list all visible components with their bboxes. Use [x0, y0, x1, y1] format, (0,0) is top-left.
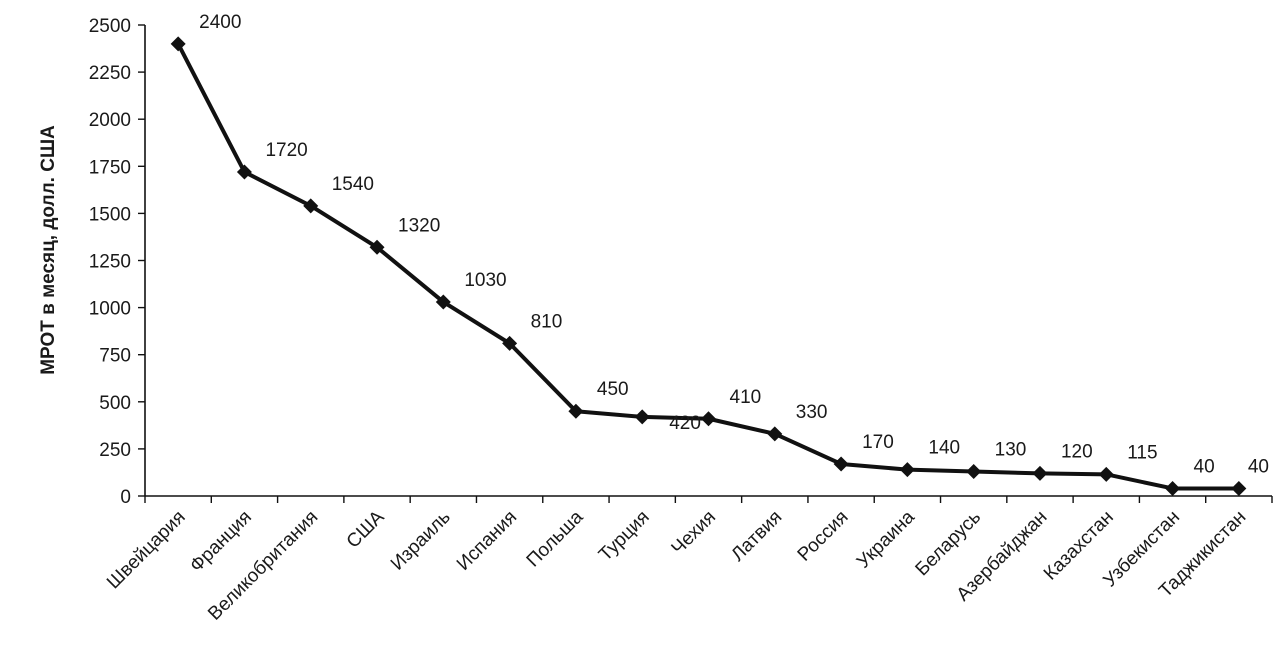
- data-point: [236, 164, 252, 180]
- x-tick-label: Украина: [853, 506, 919, 572]
- data-point: [899, 462, 915, 478]
- x-tick-label: США: [343, 506, 389, 552]
- x-tick-label: Чехия: [668, 507, 720, 559]
- data-point: [833, 456, 849, 472]
- data-point: [170, 36, 186, 52]
- y-tick-label: 1750: [89, 157, 131, 178]
- data-point: [303, 198, 319, 214]
- data-label: 170: [862, 432, 894, 453]
- data-point: [634, 409, 650, 425]
- data-point: [701, 411, 716, 427]
- x-tick-label: Польша: [523, 506, 588, 571]
- x-tick-label: Франция: [186, 507, 256, 577]
- y-axis-ticks: 0 250 500 750 1000 1250 1500 1750 2000 2250 2500: [89, 16, 145, 508]
- data-markers: [170, 36, 1247, 496]
- data-label: 1720: [265, 140, 307, 161]
- y-tick-label: 1000: [89, 299, 131, 320]
- y-tick-label: 750: [99, 346, 131, 367]
- data-label: 40: [1194, 456, 1215, 477]
- data-label: 1320: [398, 215, 440, 236]
- y-tick-label: 2500: [89, 16, 131, 37]
- y-tick-label: 500: [99, 393, 131, 414]
- data-point: [435, 294, 451, 310]
- data-label: 810: [531, 311, 563, 332]
- data-label: 1540: [332, 174, 374, 195]
- y-tick-label: 250: [99, 440, 131, 461]
- y-tick-label: 2250: [89, 63, 131, 84]
- data-point: [502, 335, 518, 351]
- x-tick-label: Испания: [453, 507, 521, 575]
- y-tick-label: 1250: [89, 252, 131, 273]
- data-label: 115: [1127, 442, 1157, 463]
- data-label: 40: [1248, 456, 1269, 477]
- data-point: [1165, 480, 1181, 496]
- y-tick-label: 2000: [89, 110, 131, 131]
- data-point: [568, 403, 584, 419]
- y-tick-label: 1500: [89, 204, 131, 225]
- data-label: 450: [597, 379, 629, 400]
- x-tick-label: Великобритания: [204, 507, 322, 625]
- data-label: 420: [669, 413, 701, 434]
- data-point: [966, 464, 982, 480]
- data-point: [1098, 466, 1114, 482]
- x-tick-label: Латвия: [727, 507, 786, 566]
- y-axis-title: МРОТ в месяц, долл. США: [38, 125, 59, 375]
- data-label: 410: [730, 387, 762, 408]
- data-point: [1231, 480, 1247, 496]
- data-labels: 2400 1720 1540 1320 1030 810 450 420 410 330 170 14…: [199, 12, 1269, 478]
- data-label: 2400: [199, 12, 241, 33]
- y-tick-label: 0: [120, 487, 131, 508]
- data-label: 120: [1061, 441, 1093, 462]
- data-label: 140: [928, 438, 960, 459]
- data-point: [369, 239, 385, 255]
- data-label: 130: [995, 440, 1027, 461]
- data-point: [767, 426, 783, 442]
- data-label: 1030: [464, 270, 506, 291]
- data-point: [1032, 465, 1048, 481]
- x-tick-label: Турция: [595, 507, 654, 566]
- data-label: 330: [796, 402, 828, 423]
- x-tick-label: Израиль: [387, 507, 455, 575]
- x-tick-label: Швейцария: [103, 507, 190, 594]
- x-tick-label: Россия: [794, 507, 853, 566]
